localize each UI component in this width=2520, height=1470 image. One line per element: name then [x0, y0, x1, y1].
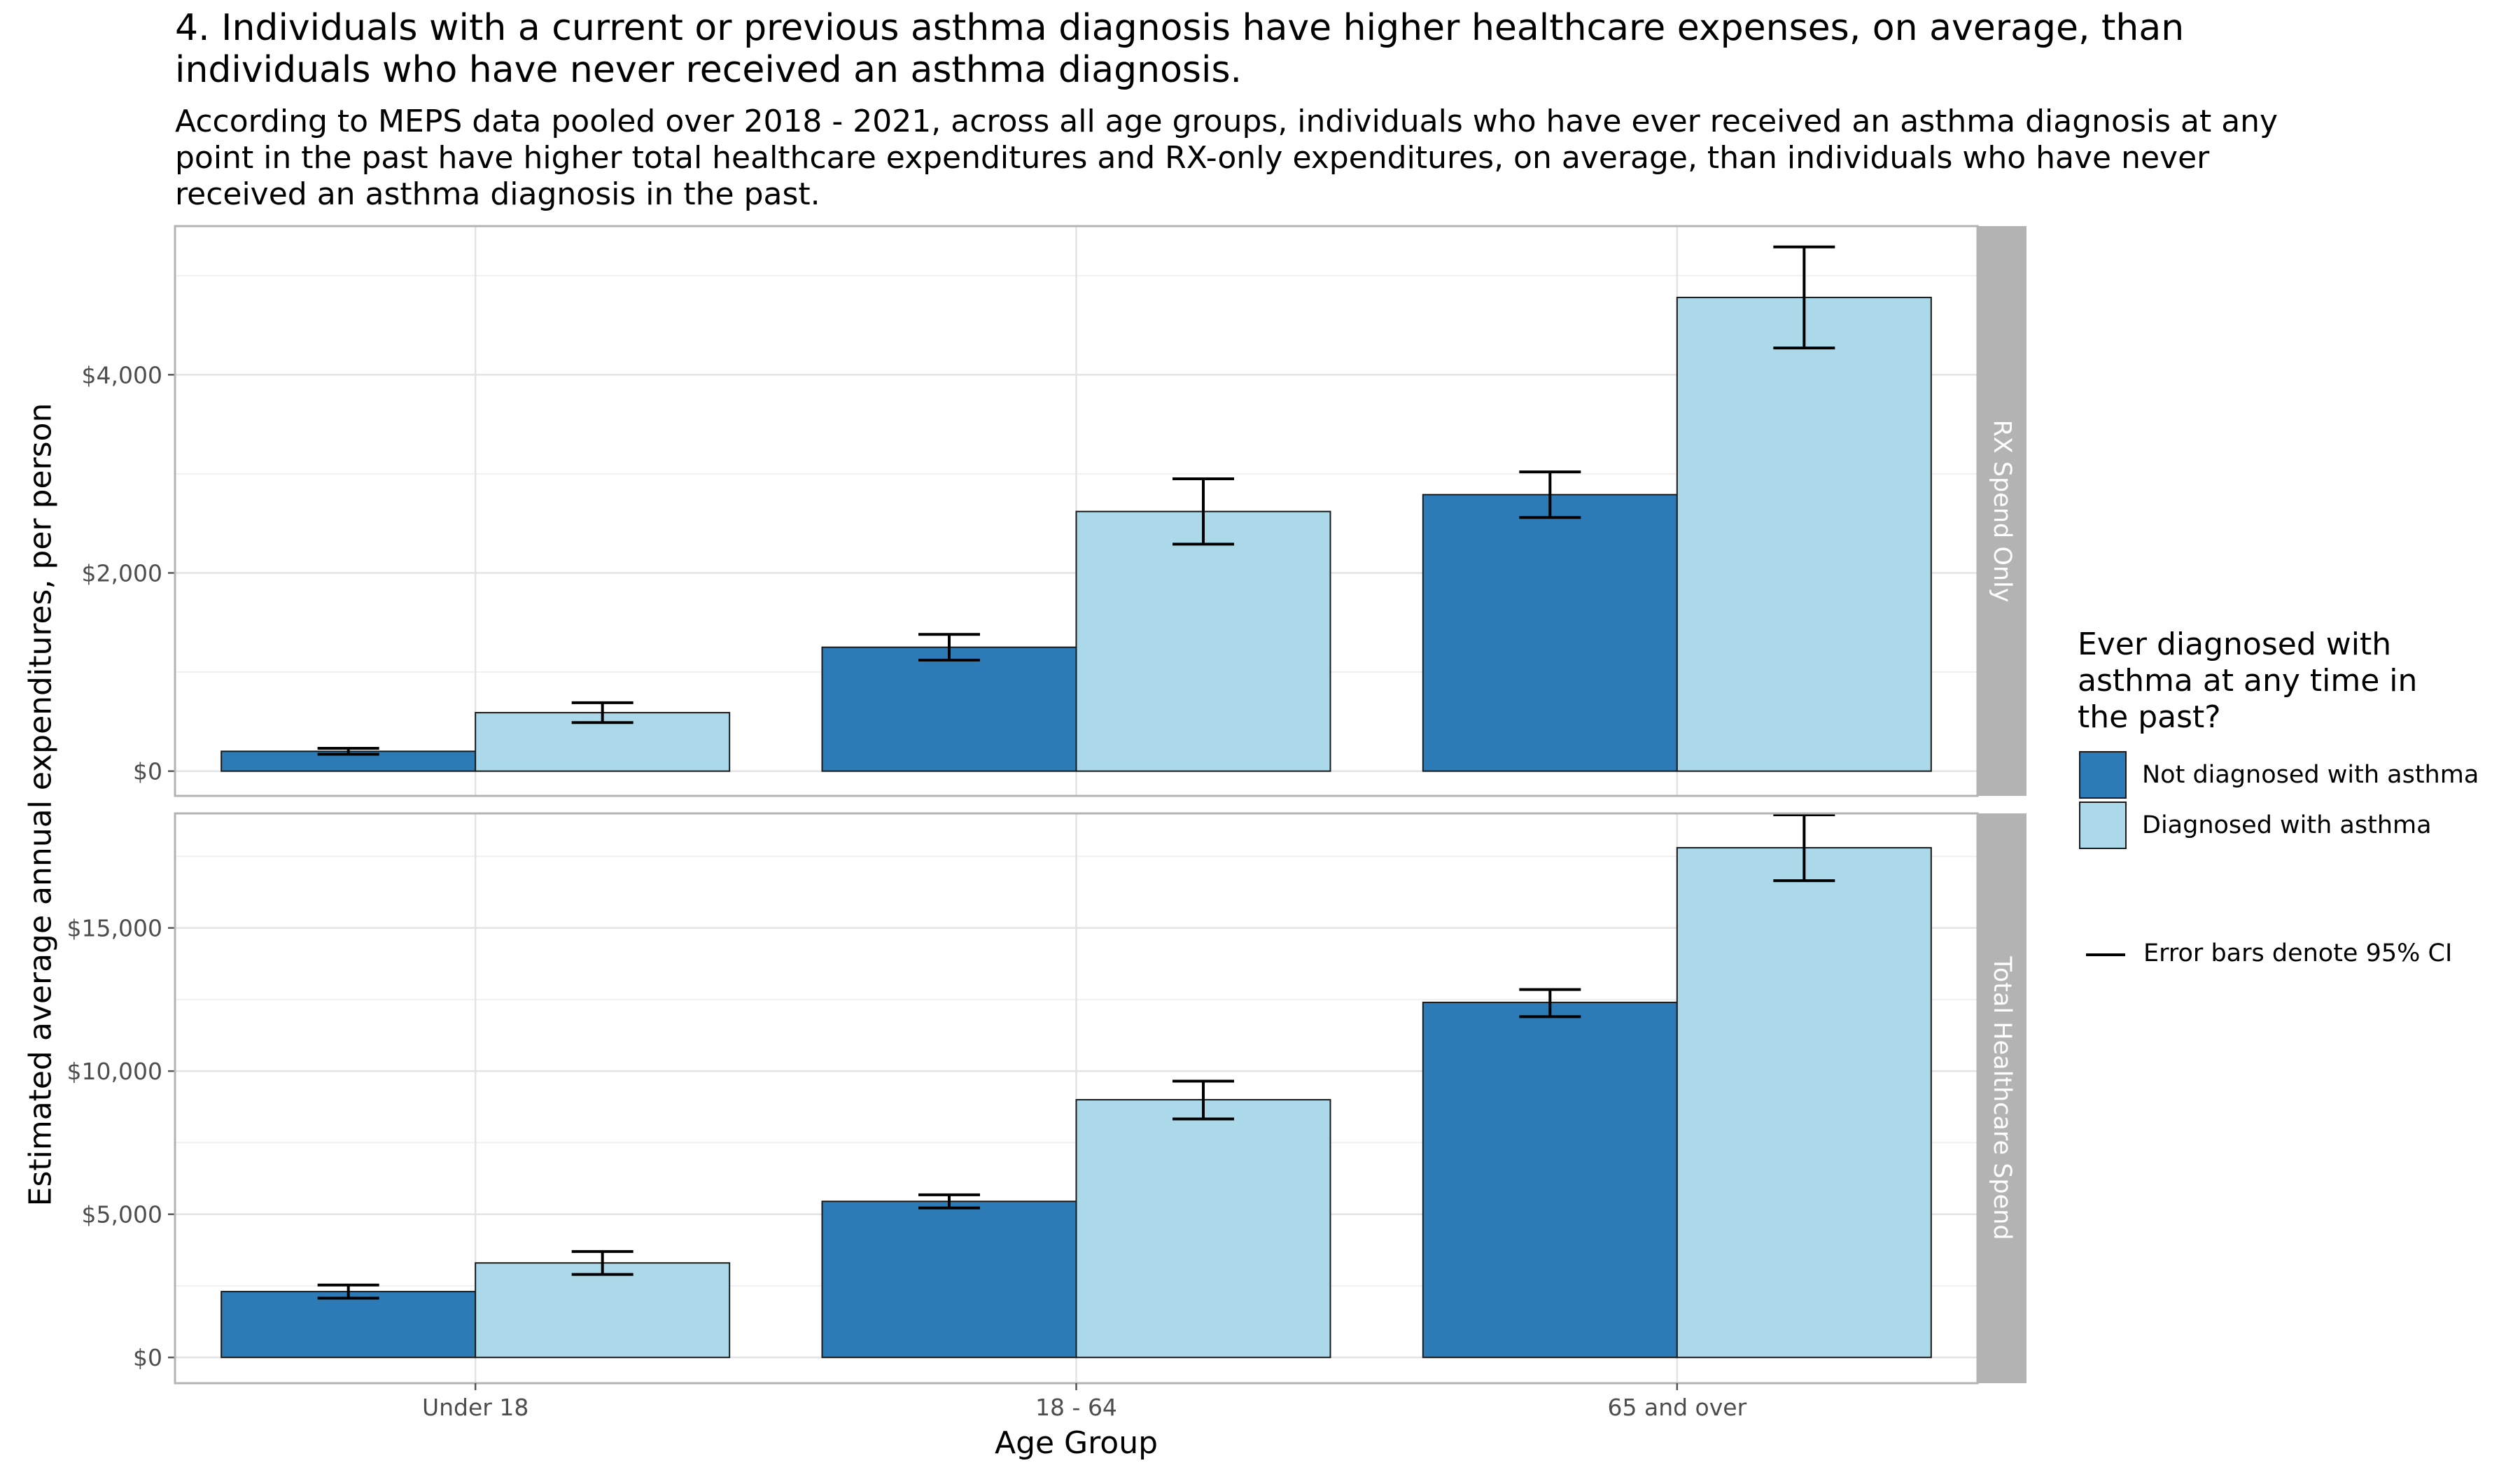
y-tick-label: $15,000: [67, 915, 162, 942]
x-tick-label: 65 and over: [1608, 1394, 1747, 1421]
legend-label-diagnosed: Diagnosed with asthma: [2142, 811, 2432, 839]
x-tick-label: 18 - 64: [1035, 1394, 1117, 1421]
y-tick-label: $4,000: [82, 361, 162, 388]
legend-label-not-diagnosed: Not diagnosed with asthma: [2142, 761, 2479, 789]
bar-diagnosed: [475, 712, 731, 772]
facet-strip-label: Total Healthcare Spend: [1988, 955, 2016, 1240]
bar-not-diagnosed: [220, 1291, 477, 1359]
legend: Ever diagnosed with asthma at any time i…: [2078, 626, 2479, 852]
panel-0: $0 $2,000 $4,000 RX Spend Only: [82, 225, 2026, 797]
legend-swatch-diagnosed: [2079, 802, 2127, 849]
bar-not-diagnosed: [1422, 493, 1678, 772]
y-tick-label: $10,000: [67, 1058, 162, 1085]
chart-title: 4. Individuals with a current or previou…: [175, 7, 2185, 91]
bar-diagnosed: [475, 1262, 731, 1359]
bar-diagnosed: [1676, 296, 1932, 772]
facet-strip-label: RX Spend Only: [1988, 419, 2016, 602]
x-axis-title: Age Group: [995, 1425, 1158, 1461]
chart-subtitle: According to MEPS data pooled over 2018 …: [175, 104, 2278, 212]
bar-diagnosed: [1075, 1099, 1331, 1359]
bar-diagnosed: [1676, 847, 1932, 1359]
facet-strip: [1977, 226, 2026, 796]
legend-item-not-diagnosed: Not diagnosed with asthma: [2078, 751, 2479, 802]
y-tick-label: $5,000: [82, 1201, 162, 1228]
y-tick-label: $0: [133, 1344, 162, 1371]
legend-swatch-not-diagnosed: [2079, 751, 2127, 799]
x-tick-label: Under 18: [422, 1394, 528, 1421]
facet-strip: [1977, 813, 2026, 1383]
ci-line-icon: [2086, 953, 2125, 956]
bar-not-diagnosed: [821, 1200, 1077, 1359]
ci-note-label: Error bars denote 95% CI: [2143, 939, 2453, 967]
y-axis-title: Estimated average annual expenditures, p…: [23, 403, 59, 1207]
legend-item-diagnosed: Diagnosed with asthma: [2078, 802, 2470, 852]
legend-title: Ever diagnosed with asthma at any time i…: [2078, 626, 2418, 735]
bar-not-diagnosed: [1422, 1001, 1678, 1359]
y-tick-label: $2,000: [82, 559, 162, 587]
panel-1: $0 $5,000 $10,000 $15,000 Total Healthcare S…: [67, 812, 2026, 1385]
y-tick-label: $0: [133, 758, 162, 785]
bar-not-diagnosed: [821, 646, 1077, 772]
bar-diagnosed: [1075, 510, 1331, 772]
